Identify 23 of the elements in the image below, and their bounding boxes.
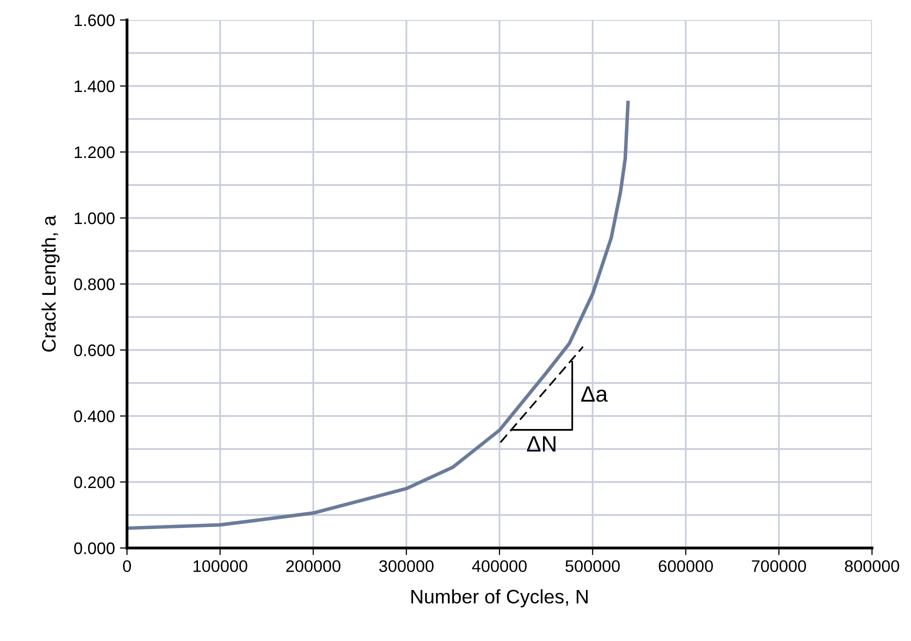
x-tick-label: 400000 bbox=[472, 560, 527, 572]
x-tick-label: 800000 bbox=[844, 560, 900, 572]
y-axis-title: Crack Length, a bbox=[41, 215, 60, 352]
x-axis-title: Number of Cycles, N bbox=[411, 589, 588, 608]
annotation: Δa bbox=[581, 386, 608, 402]
x-tick-label: 300000 bbox=[379, 560, 434, 572]
y-tick-label: 1.600 bbox=[74, 14, 115, 26]
annotation: ΔN bbox=[526, 436, 556, 452]
y-tick-label: 1.200 bbox=[74, 146, 115, 158]
x-tick-label: 100000 bbox=[194, 560, 248, 572]
x-tick-label: 600000 bbox=[658, 560, 713, 572]
line-series bbox=[127, 100, 630, 530]
y-tick-label: 0.200 bbox=[74, 476, 115, 488]
y-tick-label: 0.600 bbox=[74, 344, 115, 356]
x-tick-label: 200000 bbox=[286, 560, 340, 572]
y-tick-label: 1.000 bbox=[74, 212, 115, 224]
y-tick-label: 0.000 bbox=[74, 542, 115, 554]
y-tick-label: 0.400 bbox=[74, 410, 115, 422]
x-tick-label: 700000 bbox=[752, 560, 806, 572]
y-tick-label: 1.400 bbox=[74, 80, 115, 92]
x-tick-label: 0 bbox=[123, 560, 131, 572]
x-tick-label: 500000 bbox=[565, 560, 620, 572]
y-tick-label: 0.800 bbox=[74, 278, 115, 290]
